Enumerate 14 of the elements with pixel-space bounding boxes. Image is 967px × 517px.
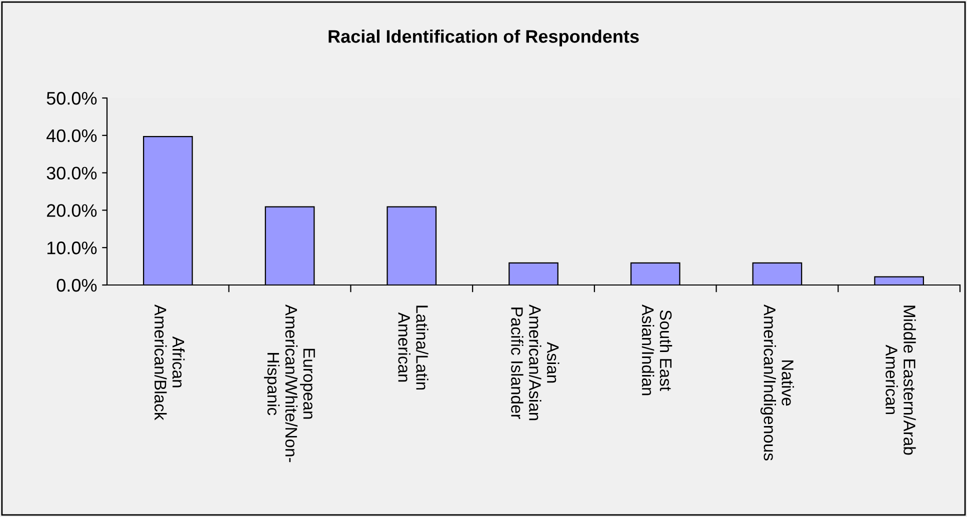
x-tick-label: Middle Eastern/Arab American <box>886 306 916 455</box>
y-tick-label: 40.0% <box>46 129 97 142</box>
chart-title: Racial Identification of Respondents <box>328 30 639 46</box>
x-tick-label: South East Asian/Indian <box>642 304 672 396</box>
y-tick-label: 0.0% <box>56 278 97 292</box>
y-tick-label: 10.0% <box>47 242 97 254</box>
x-tick-label: Asian American/Asian Pacific Islander <box>511 304 560 420</box>
x-tick-label: Native American/Indigenous <box>760 304 794 460</box>
x-tick-label: African American/Black <box>154 304 185 420</box>
y-tick-label: 20.0% <box>46 204 97 217</box>
y-tick-label: 50.0% <box>46 92 97 105</box>
x-tick-label: Latina/Latin American <box>398 306 428 390</box>
y-tick-label: 30.0% <box>46 166 97 180</box>
x-tick-label: European American/White/Non- Hispanic <box>264 304 315 462</box>
